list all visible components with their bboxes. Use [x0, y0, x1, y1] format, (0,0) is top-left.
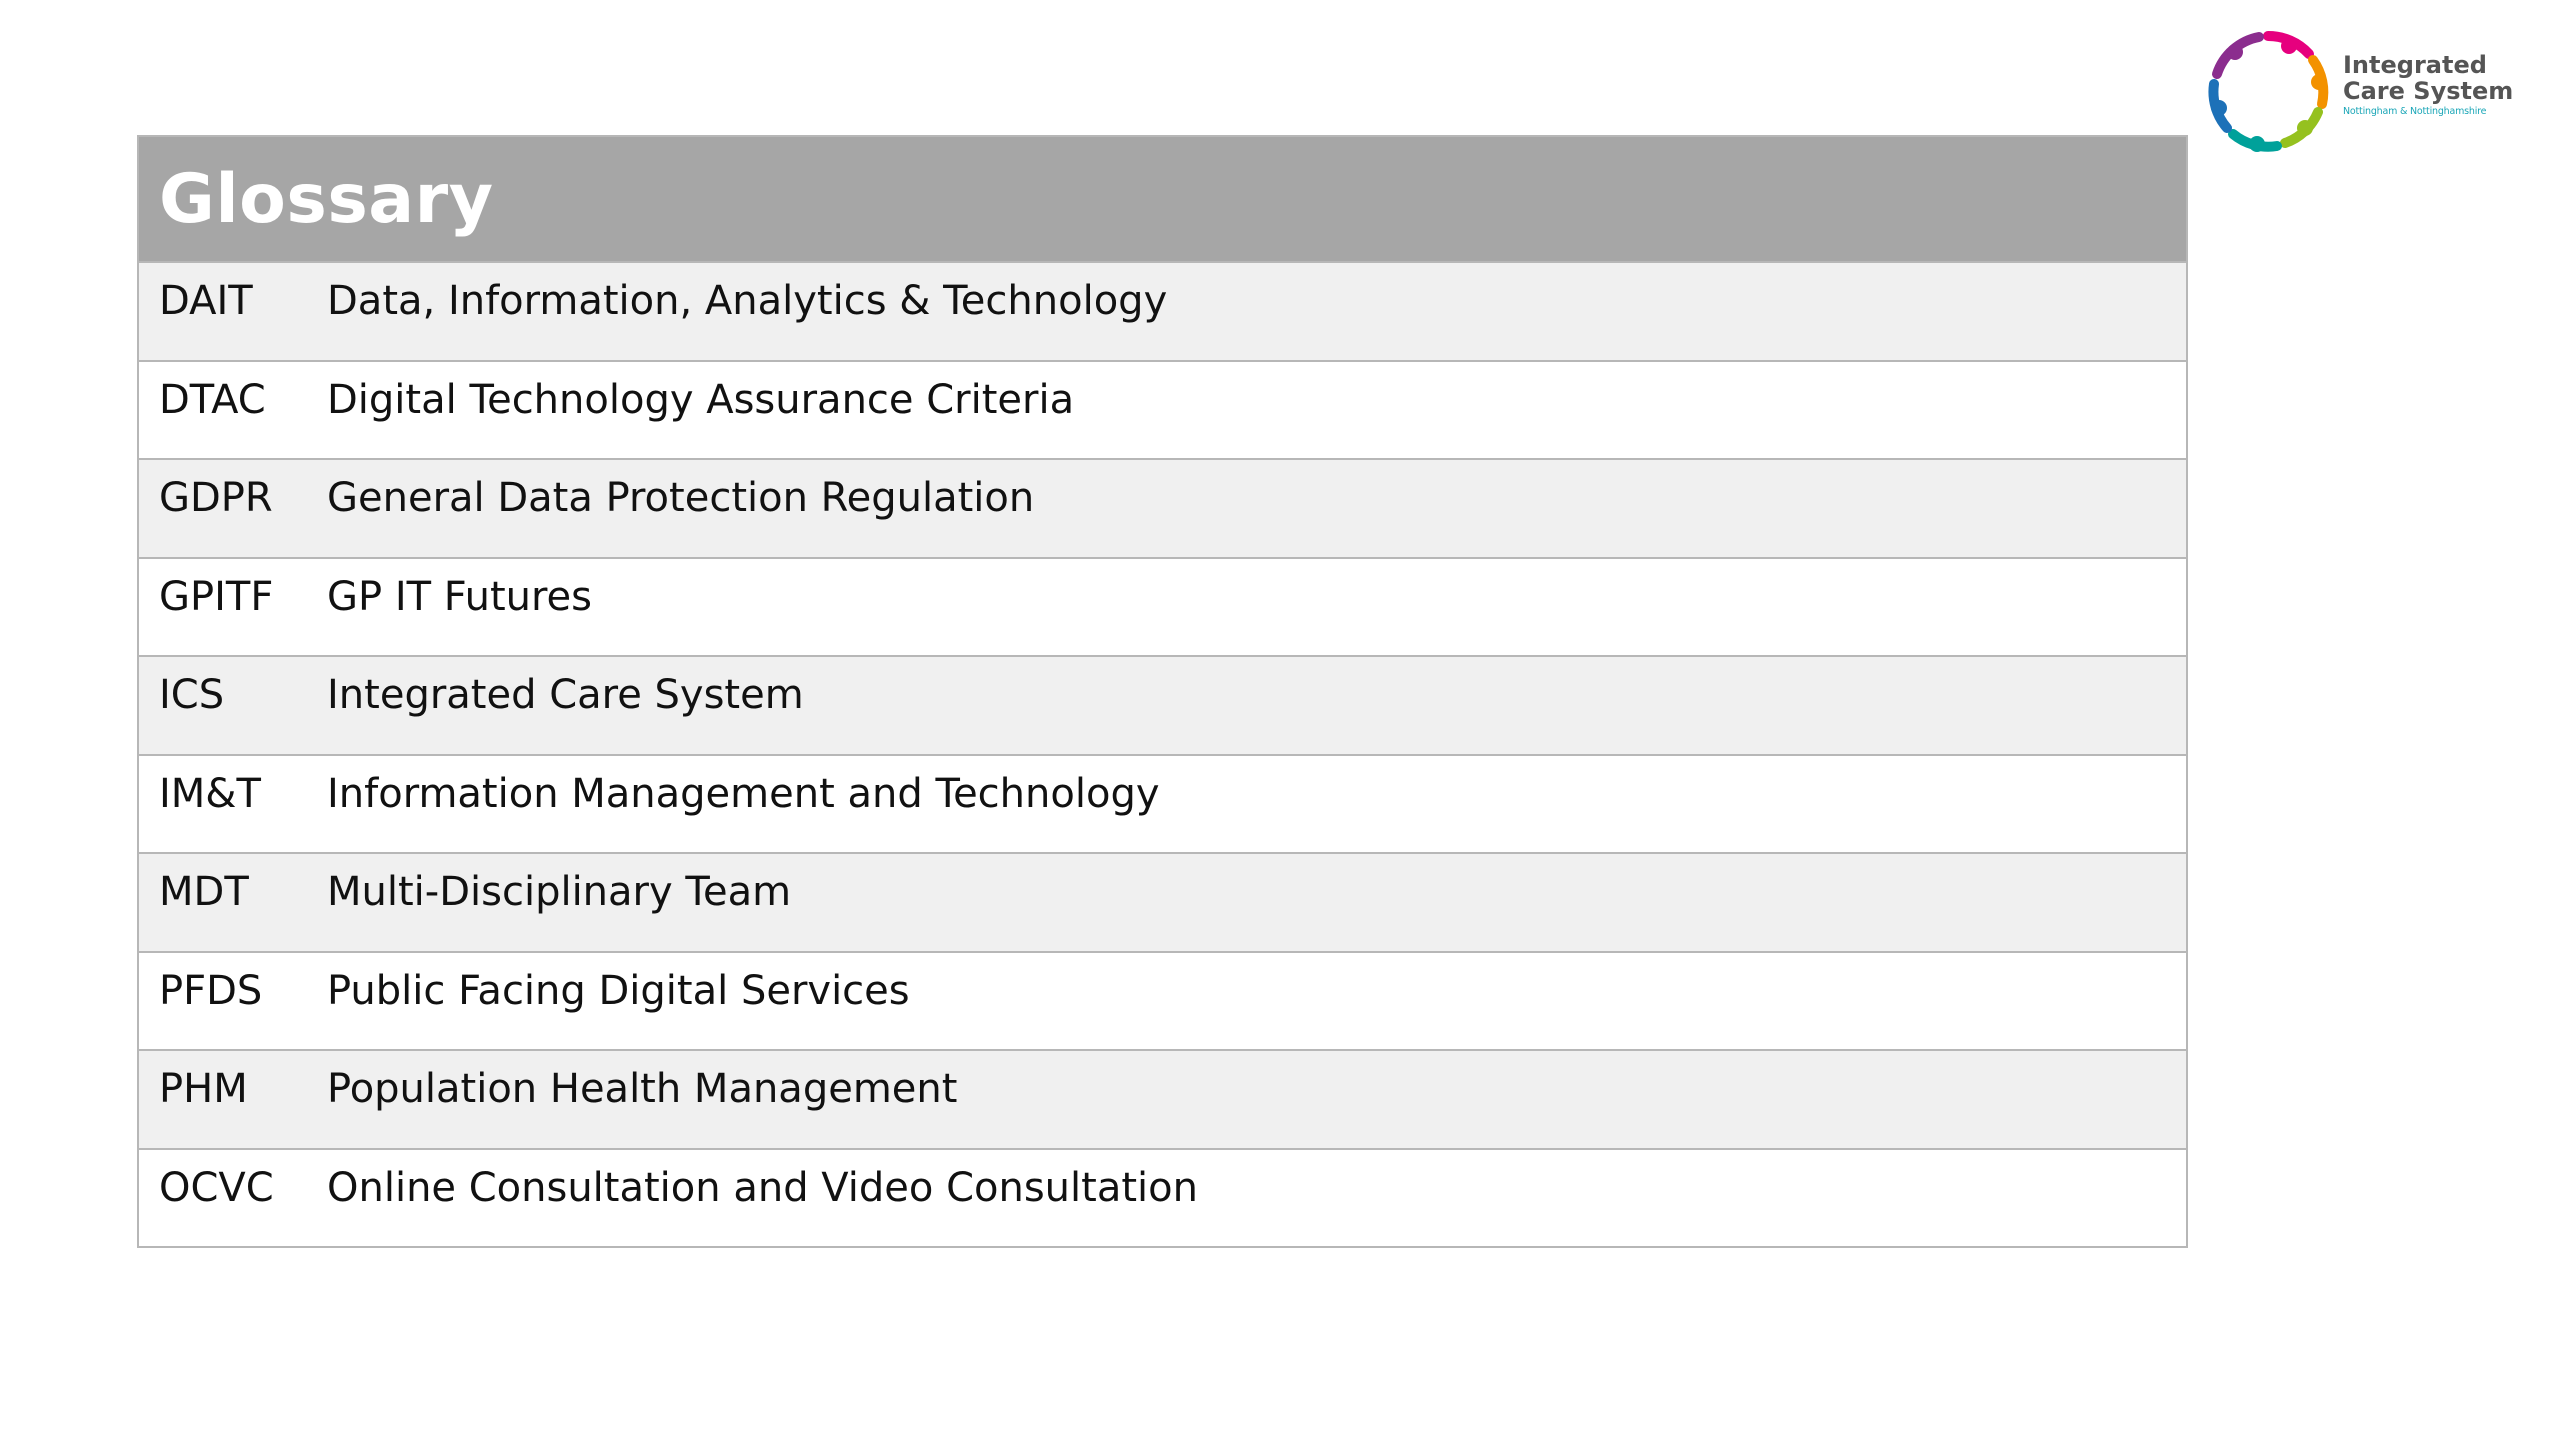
logo-line-2: Care System	[2343, 77, 2514, 105]
glossary-definition: General Data Protection Regulation	[327, 475, 1035, 521]
glossary-definition: Digital Technology Assurance Criteria	[327, 376, 1075, 423]
glossary-definition: Public Facing Digital Services	[327, 967, 910, 1014]
glossary-title: Glossary	[159, 159, 494, 239]
glossary-abbreviation: PHM	[159, 1066, 248, 1112]
glossary-row: DAIT Data, Information, Analytics & Tech…	[139, 261, 2186, 360]
glossary-header: Glossary	[139, 137, 2186, 261]
glossary-row: GPITF GP IT Futures	[139, 556, 2186, 655]
glossary-row: DTAC Digital Technology Assurance Criter…	[139, 359, 2186, 458]
glossary-row: IM&T Information Management and Technolo…	[139, 753, 2186, 852]
glossary-abbreviation: IM&T	[159, 770, 261, 817]
glossary-abbreviation: PFDS	[159, 967, 263, 1014]
glossary-abbreviation: MDT	[159, 869, 249, 915]
glossary-row: PFDS Public Facing Digital Services	[139, 950, 2186, 1049]
glossary-abbreviation: OCVC	[159, 1164, 274, 1211]
glossary-abbreviation: GDPR	[159, 475, 273, 521]
glossary-row: GDPR General Data Protection Regulation	[139, 458, 2186, 557]
glossary-definition: Online Consultation and Video Consultati…	[327, 1164, 1198, 1211]
glossary-definition: GP IT Futures	[327, 573, 592, 620]
glossary-row: ICS Integrated Care System	[139, 655, 2186, 754]
glossary-abbreviation: DTAC	[159, 376, 266, 423]
glossary-definition: Data, Information, Analytics & Technolog…	[327, 278, 1168, 324]
glossary-abbreviation: ICS	[159, 672, 225, 718]
glossary-definition: Multi-Disciplinary Team	[327, 869, 792, 915]
logo-subtitle: Nottingham & Nottinghamshire	[2343, 106, 2487, 117]
glossary-row: OCVC Online Consultation and Video Consu…	[139, 1147, 2186, 1246]
glossary-abbreviation: DAIT	[159, 278, 253, 324]
ics-logo: Integrated Care System Nottingham & Nott…	[2205, 28, 2545, 158]
glossary-definition: Integrated Care System	[327, 672, 804, 718]
logo-text: Integrated Care System Nottingham & Nott…	[2343, 52, 2543, 120]
glossary-table: Glossary DAIT Data, Information, Analyti…	[137, 135, 2188, 1248]
glossary-abbreviation: GPITF	[159, 573, 274, 620]
logo-line-1: Integrated	[2343, 51, 2487, 79]
glossary-definition: Information Management and Technology	[327, 770, 1160, 817]
glossary-row: PHM Population Health Management	[139, 1049, 2186, 1148]
glossary-row: MDT Multi-Disciplinary Team	[139, 852, 2186, 951]
glossary-definition: Population Health Management	[327, 1066, 958, 1112]
people-circle-logo-icon	[2208, 30, 2329, 152]
